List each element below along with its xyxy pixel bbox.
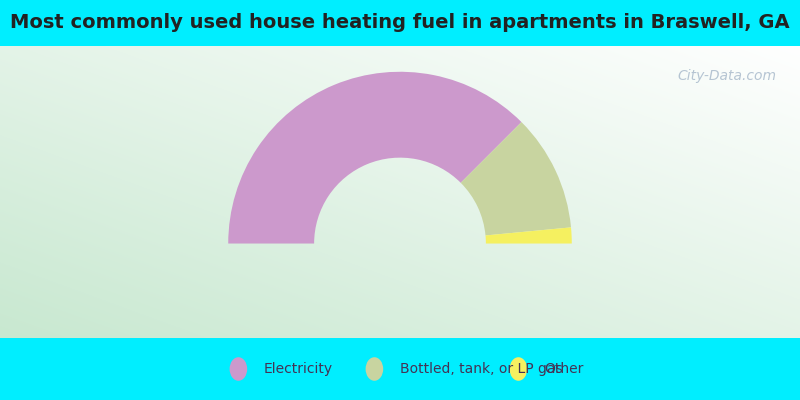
Ellipse shape	[230, 357, 247, 381]
Text: City-Data.com: City-Data.com	[677, 69, 776, 83]
Text: Bottled, tank, or LP gas: Bottled, tank, or LP gas	[400, 362, 562, 376]
Text: Most commonly used house heating fuel in apartments in Braswell, GA: Most commonly used house heating fuel in…	[10, 14, 790, 32]
Text: Other: Other	[544, 362, 583, 376]
Ellipse shape	[510, 357, 527, 381]
Wedge shape	[486, 227, 572, 244]
Text: Electricity: Electricity	[264, 362, 333, 376]
Ellipse shape	[366, 357, 383, 381]
Wedge shape	[228, 72, 522, 244]
Wedge shape	[461, 122, 571, 236]
